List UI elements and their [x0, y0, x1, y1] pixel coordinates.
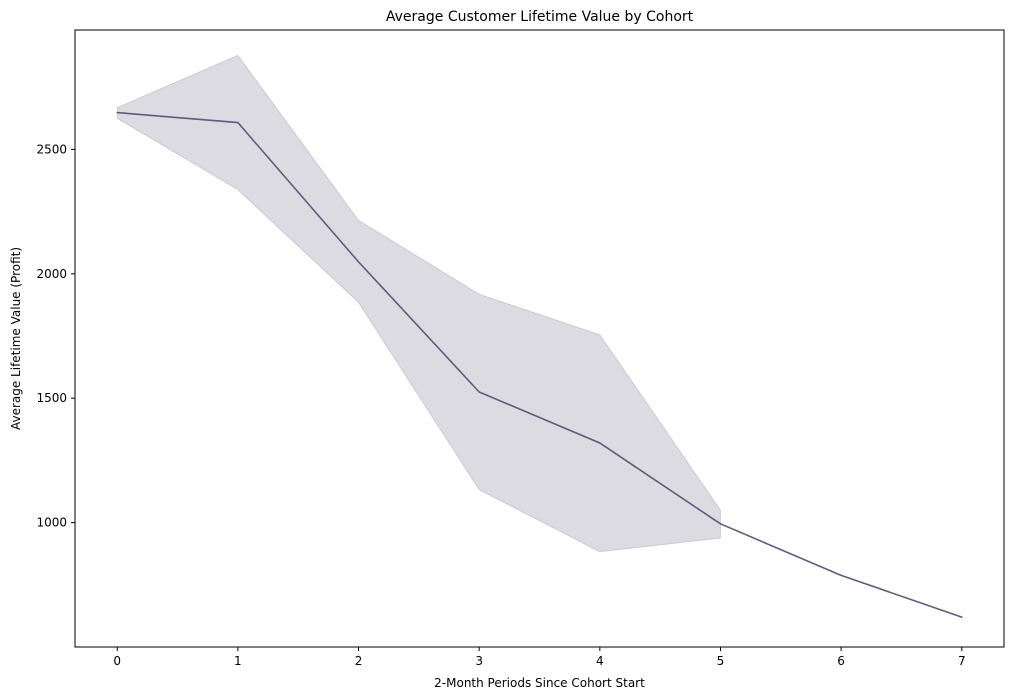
x-axis-ticks: 0 1 2 3 4 5 6 7	[113, 647, 966, 668]
data-point	[478, 391, 480, 393]
y-tick-label: 2500	[36, 142, 67, 156]
x-tick-label: 4	[596, 654, 604, 668]
x-tick-label: 2	[355, 654, 363, 668]
data-point	[599, 442, 601, 444]
plot-area-frame	[74, 29, 1005, 648]
series-line	[117, 111, 963, 618]
x-tick-label: 7	[958, 654, 966, 668]
chart-title: Average Customer Lifetime Value by Cohor…	[386, 9, 694, 25]
y-tick-label: 2000	[36, 267, 67, 281]
x-axis-label: 2-Month Periods Since Cohort Start	[434, 676, 645, 690]
x-tick-label: 0	[113, 654, 121, 668]
x-tick-label: 6	[837, 654, 845, 668]
data-point	[237, 121, 239, 124]
data-point	[960, 616, 963, 618]
x-tick-label: 3	[475, 654, 483, 668]
y-tick-label: 1000	[36, 516, 67, 530]
y-axis-label: Average Lifetime Value (Profit)	[9, 247, 23, 430]
series-line-layer	[116, 111, 963, 618]
data-point	[840, 574, 842, 577]
data-point	[116, 111, 119, 114]
data-point	[357, 261, 360, 263]
x-tick-label: 5	[717, 654, 725, 668]
confidence-band	[116, 54, 721, 553]
x-tick-label: 1	[234, 654, 242, 668]
y-tick-label: 1500	[36, 391, 67, 405]
confidence-band-layer	[116, 54, 721, 553]
y-axis-ticks: 1000 1500 2000 2500	[36, 142, 75, 530]
data-point	[719, 523, 722, 525]
